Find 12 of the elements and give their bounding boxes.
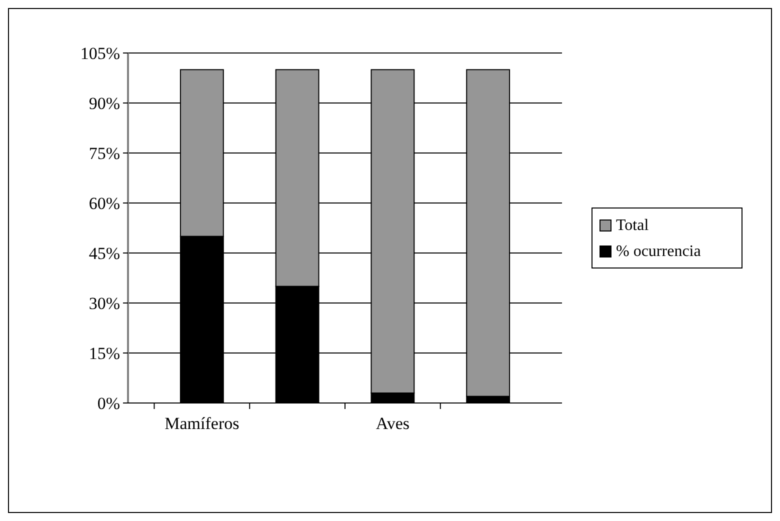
y-tick-label: 105% [80, 44, 120, 63]
y-tick-label: 45% [88, 244, 120, 263]
y-tick-label: 60% [88, 194, 120, 213]
legend-label: % ocurrencia [616, 243, 701, 260]
x-tick-label: Mamíferos [164, 414, 240, 433]
legend-label: Total [616, 217, 650, 234]
y-tick-label: 90% [88, 94, 120, 113]
y-tick-label: 0% [97, 394, 120, 413]
x-tick-label: Aves [376, 414, 410, 433]
y-tick-label: 30% [88, 294, 120, 313]
y-tick-label: 75% [88, 144, 120, 163]
y-tick-label: 15% [88, 344, 120, 363]
